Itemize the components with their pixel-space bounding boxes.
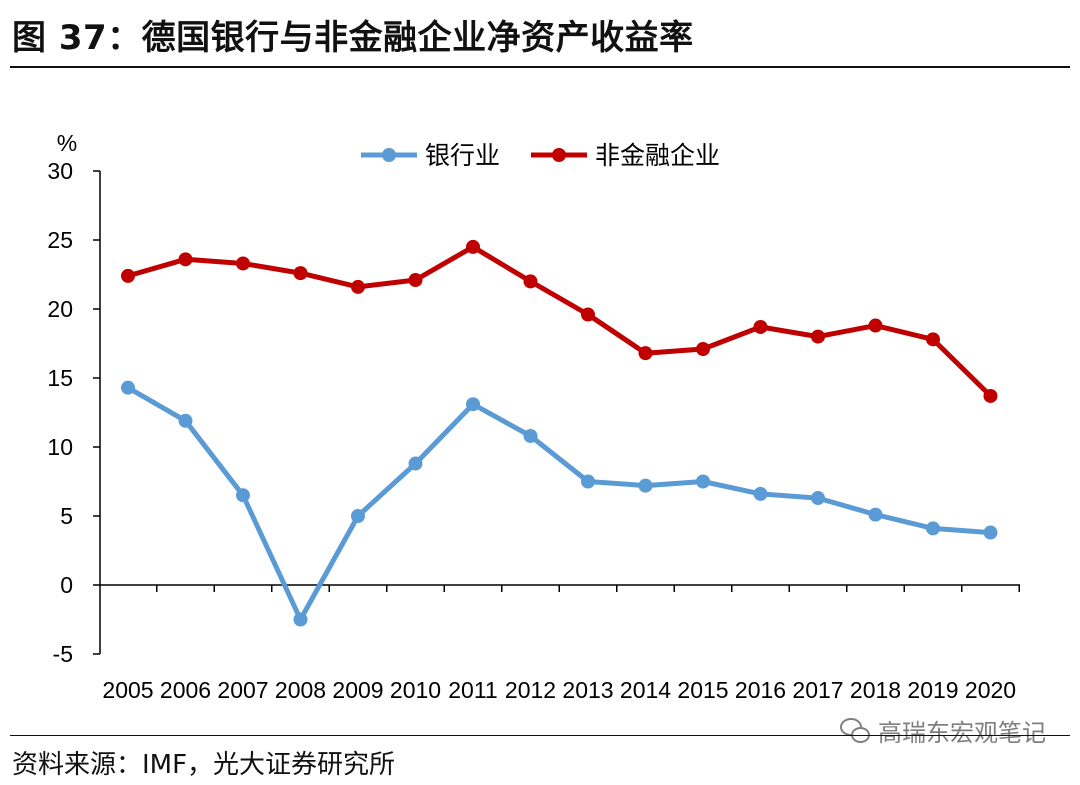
x-tick-label-2016: 2016 <box>735 677 786 703</box>
data-point-0-2018 <box>868 507 883 522</box>
y-axis-unit: % <box>57 130 77 156</box>
data-point-0-2016 <box>753 486 768 501</box>
x-tick-label-2013: 2013 <box>562 677 613 703</box>
legend-label-1: 非金融企业 <box>595 141 720 170</box>
data-point-1-2009 <box>351 279 365 294</box>
page-title: 图 37：德国银行与非金融企业净资产收益率 <box>12 18 694 58</box>
data-point-0-2011 <box>466 397 480 412</box>
x-tick-label-2019: 2019 <box>907 677 958 703</box>
x-tick-label-2006: 2006 <box>160 677 211 703</box>
data-point-1-2018 <box>868 318 883 333</box>
data-point-1-2013 <box>581 307 595 322</box>
title-divider <box>10 66 1070 68</box>
data-point-1-2011 <box>466 239 480 254</box>
data-point-0-2013 <box>581 474 595 489</box>
x-tick-label-2012: 2012 <box>505 677 556 703</box>
legend-marker-0 <box>382 148 396 162</box>
y-tick-label-3: 10 <box>47 434 73 460</box>
data-point-1-2007 <box>236 256 250 271</box>
wechat-icon <box>840 717 870 744</box>
data-point-1-2006 <box>178 252 193 267</box>
watermark-text: 高瑞东宏观笔记 <box>878 719 1046 747</box>
source-note: 资料来源：IMF，光大证券研究所 <box>12 750 396 780</box>
data-point-1-2020 <box>983 388 998 403</box>
legend-marker-1 <box>552 148 566 162</box>
watermark: 高瑞东宏观笔记 <box>840 713 1046 748</box>
data-point-1-2005 <box>121 268 135 283</box>
data-point-0-2009 <box>351 509 365 523</box>
y-tick-label-5: 20 <box>47 296 73 322</box>
data-point-0-2006 <box>178 413 193 428</box>
data-point-1-2010 <box>408 273 423 288</box>
y-tick-label-4: 15 <box>47 365 73 391</box>
x-tick-label-2007: 2007 <box>217 677 268 703</box>
y-tick-label-2: 5 <box>60 503 73 529</box>
data-point-1-2015 <box>696 342 710 357</box>
y-tick-label-0: -5 <box>53 641 73 667</box>
x-tick-label-2015: 2015 <box>677 677 728 703</box>
data-point-1-2014 <box>638 346 653 361</box>
data-point-0-2020 <box>983 525 998 540</box>
data-point-0-2014 <box>638 478 653 493</box>
series-line-0 <box>126 385 991 622</box>
x-tick-label-2014: 2014 <box>620 677 671 703</box>
data-point-0-2015 <box>696 474 710 489</box>
data-point-0-2012 <box>523 428 538 443</box>
source-divider <box>10 735 1070 736</box>
x-tick-label-2011: 2011 <box>448 677 497 703</box>
x-tick-label-2017: 2017 <box>792 677 843 703</box>
x-tick-label-2010: 2010 <box>390 677 441 703</box>
data-point-1-2019 <box>926 332 940 347</box>
series-line-1 <box>127 244 993 398</box>
y-tick-label-6: 25 <box>47 227 73 253</box>
y-tick-label-1: 0 <box>60 572 73 598</box>
x-tick-label-2005: 2005 <box>102 677 153 703</box>
y-tick-label-7: 30 <box>47 158 73 184</box>
data-point-1-2008 <box>293 266 308 281</box>
data-point-1-2017 <box>811 329 825 344</box>
x-tick-label-2008: 2008 <box>275 677 326 703</box>
data-point-1-2016 <box>753 319 768 334</box>
data-point-0-2008 <box>293 612 308 627</box>
x-tick-label-2009: 2009 <box>332 677 383 703</box>
data-point-0-2007 <box>236 488 250 503</box>
data-point-0-2005 <box>121 380 135 395</box>
data-point-0-2019 <box>926 521 940 536</box>
data-point-1-2012 <box>523 274 538 289</box>
x-tick-label-2018: 2018 <box>850 677 901 703</box>
data-point-0-2017 <box>811 491 825 506</box>
data-point-0-2010 <box>408 456 423 471</box>
x-tick-label-2020: 2020 <box>965 677 1016 703</box>
legend-label-0: 银行业 <box>425 141 500 170</box>
